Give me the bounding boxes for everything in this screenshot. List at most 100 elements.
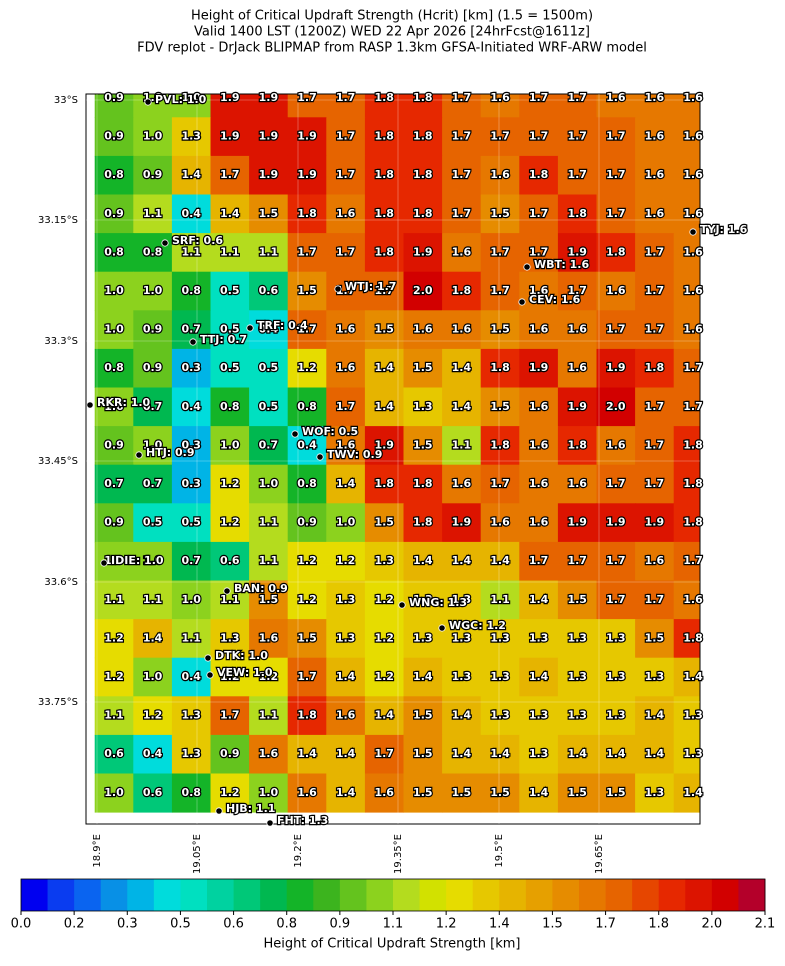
colorbar-swatch (21, 879, 48, 911)
colorbar-swatch (74, 879, 102, 911)
grid-value: 1.6 (336, 323, 356, 336)
grid-value: 1.8 (683, 631, 703, 644)
map-cell (403, 696, 443, 736)
map-cell (171, 117, 211, 157)
grid-value: 1.0 (143, 130, 163, 143)
grid-value: 1.7 (529, 130, 549, 143)
map-cell (596, 117, 636, 157)
map-cell (403, 233, 443, 273)
grid-value: 0.9 (104, 438, 124, 451)
grid-value: 1.6 (683, 593, 703, 606)
grid-value: 1.5 (567, 786, 587, 799)
map-cell (210, 348, 250, 388)
map-cell (403, 541, 443, 581)
station-label: RKR: 1.0 (97, 396, 151, 409)
map-cell (326, 580, 366, 620)
station-label: HJB: 1.1 (226, 802, 275, 815)
grid-value: 1.4 (683, 786, 703, 799)
grid-value: 1.5 (297, 284, 317, 297)
grid-value: 1.7 (606, 130, 626, 143)
map-cell (364, 773, 404, 813)
map-cell (133, 194, 173, 234)
grid-value: 1.9 (606, 361, 626, 374)
colorbar-swatch (579, 879, 606, 911)
grid-value: 1.9 (220, 91, 240, 104)
map-cell (557, 271, 597, 311)
map-cell (287, 696, 327, 736)
map-cell (519, 155, 559, 195)
map-cell (364, 696, 404, 736)
station-label: WTJ: 1.7 (345, 280, 396, 293)
lon-label: 18.9°E (92, 834, 103, 868)
map-cell (596, 310, 636, 350)
map-cell (94, 734, 134, 774)
grid-value: 1.1 (143, 207, 163, 220)
map-cell (94, 464, 134, 504)
map-cell (635, 541, 675, 581)
grid-value: 1.3 (606, 670, 626, 683)
map-cell (287, 271, 327, 311)
map-cell (519, 541, 559, 581)
grid-value: 1.7 (490, 284, 510, 297)
grid-value: 1.4 (452, 400, 472, 413)
station-dot (291, 430, 299, 438)
map-cell (287, 773, 327, 813)
map-cell (249, 464, 289, 504)
map-cell (596, 155, 636, 195)
grid-value: 0.7 (143, 477, 163, 490)
grid-value: 1.0 (104, 323, 124, 336)
map-cell (249, 348, 289, 388)
grid-value: 1.5 (490, 207, 510, 220)
map-cell (249, 696, 289, 736)
grid-value: 1.8 (374, 130, 394, 143)
map-cell (480, 426, 520, 466)
grid-value: 0.8 (104, 168, 124, 181)
grid-value: 1.8 (490, 361, 510, 374)
map-cell (596, 387, 636, 427)
map-cell (364, 734, 404, 774)
map-cell (171, 773, 211, 813)
map-cell (249, 387, 289, 427)
grid-value: 1.6 (336, 709, 356, 722)
map-cell (557, 503, 597, 543)
station-label: DTK: 1.0 (215, 649, 268, 662)
grid-value: 0.7 (104, 477, 124, 490)
map-cell (287, 155, 327, 195)
grid-value: 0.9 (143, 361, 163, 374)
map-cell (673, 94, 700, 118)
grid-value: 1.4 (181, 168, 201, 181)
grid-value: 1.9 (259, 168, 279, 181)
grid-value: 1.7 (490, 130, 510, 143)
lat-label: 33°S (54, 95, 78, 106)
grid-value: 1.5 (259, 593, 279, 606)
colorbar-tick-label: 2.0 (702, 917, 723, 932)
grid-value: 1.5 (413, 747, 433, 760)
map-cell (94, 387, 134, 427)
grid-value: 1.6 (336, 207, 356, 220)
colorbar-tick-label: 1.1 (383, 917, 404, 932)
map-cell (557, 348, 597, 388)
map-cell (442, 310, 482, 350)
grid-value: 1.7 (529, 554, 549, 567)
map-cell (133, 348, 173, 388)
grid-value: 1.4 (336, 747, 356, 760)
station-label: WNG: 1.3 (409, 596, 467, 609)
map-cell (249, 310, 289, 350)
map-cell (364, 426, 404, 466)
map-cell (673, 696, 700, 736)
map-cell (442, 426, 482, 466)
grid-value: 1.4 (490, 747, 510, 760)
grid-value: 1.6 (645, 168, 665, 181)
grid-value: 1.9 (567, 245, 587, 258)
map-cell (673, 310, 700, 350)
station-dot (316, 453, 324, 461)
lat-label: 33.15°S (38, 215, 78, 226)
grid-value: 1.8 (683, 438, 703, 451)
map-cell (364, 580, 404, 620)
station-label: TTJ: 0.7 (200, 333, 247, 346)
map-cell (596, 541, 636, 581)
colorbar-tick-label: 0.3 (117, 917, 138, 932)
map-cell (596, 580, 636, 620)
map-cell (94, 348, 134, 388)
station-dot (206, 671, 214, 679)
